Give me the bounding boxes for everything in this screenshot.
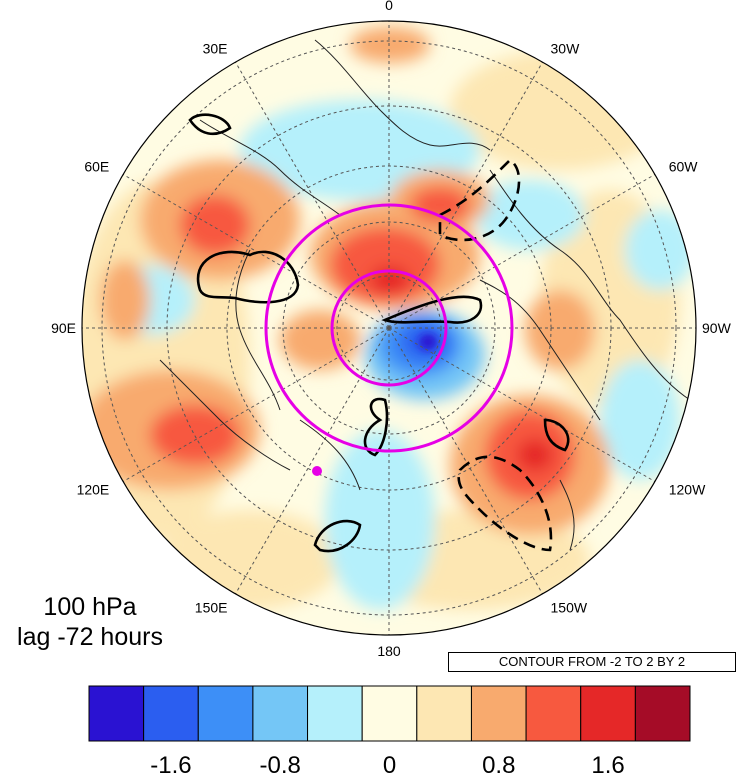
colorbar-swatch (252, 685, 309, 742)
map-border (81, 20, 697, 636)
colorbar-swatch (197, 685, 254, 742)
magenta-dot (312, 466, 322, 476)
colorbar-tick-label: 0.8 (482, 752, 515, 779)
coastlines (159, 39, 691, 551)
anomaly-field (82, 21, 696, 635)
pressure-level: 100 hPa (43, 593, 137, 621)
colorbar-tick-label: 0 (383, 752, 396, 779)
colorbar-swatch (470, 685, 527, 742)
colorbar-swatch (143, 685, 199, 742)
longitude-label: 0 (385, 0, 393, 13)
longitude-label: 180 (377, 643, 401, 659)
longitude-label: 60W (669, 159, 699, 175)
colorbar-swatch (525, 685, 582, 742)
longitude-label: 60E (84, 159, 109, 175)
contour-info-box: CONTOUR FROM -2 TO 2 BY 2 (448, 652, 736, 672)
lag-label: lag -72 hours (17, 623, 163, 651)
colorbar-tick-label: 1.6 (591, 752, 624, 779)
colorbar-swatch (416, 685, 472, 742)
contour-lines (188, 113, 570, 553)
longitude-label: 30E (203, 40, 228, 56)
negative-contour-lines (438, 158, 553, 552)
longitude-label: 90W (702, 320, 732, 336)
colorbar-tick-label: -0.8 (260, 752, 301, 779)
longitude-label: 150W (551, 600, 588, 616)
colorbar-tick-label: -1.6 (150, 752, 191, 779)
colorbar-swatch (307, 685, 363, 742)
colorbar: -1.6 -0.8 0 0.8 1.6 (88, 685, 691, 779)
graticule (82, 21, 696, 635)
colorbar-swatch (634, 685, 691, 742)
longitude-labels: 0 30W 60W 90W 120W 150W 180 150E 120E 90E 60E 30E (51, 0, 731, 659)
longitude-label: 90E (51, 320, 76, 336)
longitude-label: 120E (77, 482, 110, 498)
longitude-label: 150E (195, 600, 228, 616)
magenta-circles (264, 203, 514, 453)
pressure-level-title: 100 hPa lag -72 hours (0, 592, 180, 652)
longitude-label: 120W (669, 482, 706, 498)
colorbar-swatch (88, 685, 145, 742)
colorbar-swatch (580, 685, 636, 742)
colorbar-swatch (361, 685, 418, 742)
longitude-label: 30W (551, 40, 581, 56)
